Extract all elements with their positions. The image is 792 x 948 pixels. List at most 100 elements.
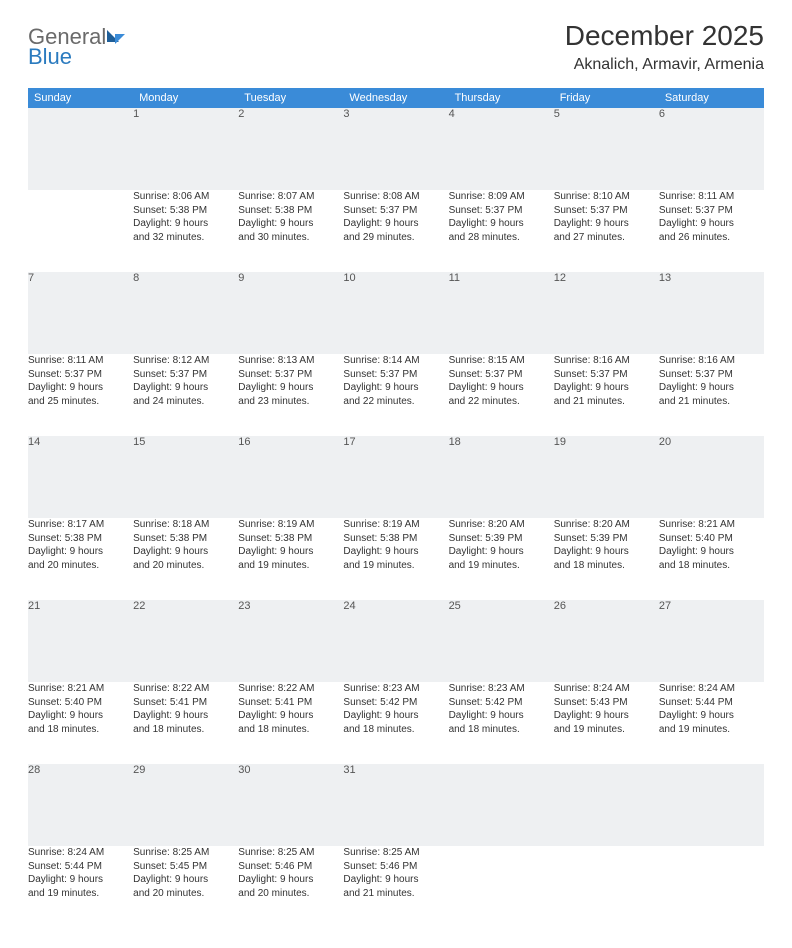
day-header: Thursday bbox=[449, 88, 554, 108]
daylight-1: Daylight: 9 hours bbox=[133, 381, 238, 395]
day-detail-cell: Sunrise: 8:09 AMSunset: 5:37 PMDaylight:… bbox=[449, 190, 554, 272]
sunrise: Sunrise: 8:12 AM bbox=[133, 354, 238, 368]
daylight-1: Daylight: 9 hours bbox=[238, 873, 343, 887]
day-number-cell: 27 bbox=[659, 600, 764, 682]
sunset: Sunset: 5:38 PM bbox=[133, 532, 238, 546]
sunset: Sunset: 5:42 PM bbox=[343, 696, 448, 710]
day-number-cell: 23 bbox=[238, 600, 343, 682]
sunrise: Sunrise: 8:19 AM bbox=[343, 518, 448, 532]
day-number-cell: 19 bbox=[554, 436, 659, 518]
day-detail-cell: Sunrise: 8:24 AMSunset: 5:44 PMDaylight:… bbox=[659, 682, 764, 764]
daylight-2: and 23 minutes. bbox=[238, 395, 343, 409]
sunrise: Sunrise: 8:21 AM bbox=[28, 682, 133, 696]
day-number-cell bbox=[449, 764, 554, 846]
daylight-2: and 25 minutes. bbox=[28, 395, 133, 409]
daynum-row: 123456 bbox=[28, 108, 764, 190]
sunrise: Sunrise: 8:15 AM bbox=[449, 354, 554, 368]
day-number-cell: 12 bbox=[554, 272, 659, 354]
sunset: Sunset: 5:41 PM bbox=[133, 696, 238, 710]
sunset: Sunset: 5:37 PM bbox=[659, 368, 764, 382]
daylight-2: and 20 minutes. bbox=[28, 559, 133, 573]
day-detail-cell: Sunrise: 8:11 AMSunset: 5:37 PMDaylight:… bbox=[659, 190, 764, 272]
day-detail-cell: Sunrise: 8:18 AMSunset: 5:38 PMDaylight:… bbox=[133, 518, 238, 600]
day-number-cell: 2 bbox=[238, 108, 343, 190]
logo-text-2: Blue bbox=[28, 46, 125, 68]
sunset: Sunset: 5:46 PM bbox=[238, 860, 343, 874]
sunset: Sunset: 5:41 PM bbox=[238, 696, 343, 710]
day-number-cell: 25 bbox=[449, 600, 554, 682]
title-block: December 2025 Aknalich, Armavir, Armenia bbox=[565, 20, 764, 74]
daylight-2: and 20 minutes. bbox=[238, 887, 343, 901]
day-number-cell: 11 bbox=[449, 272, 554, 354]
day-number-cell: 29 bbox=[133, 764, 238, 846]
location: Aknalich, Armavir, Armenia bbox=[565, 56, 764, 74]
daylight-2: and 19 minutes. bbox=[449, 559, 554, 573]
daylight-1: Daylight: 9 hours bbox=[238, 545, 343, 559]
day-detail-cell: Sunrise: 8:10 AMSunset: 5:37 PMDaylight:… bbox=[554, 190, 659, 272]
sunset: Sunset: 5:38 PM bbox=[28, 532, 133, 546]
detail-row: Sunrise: 8:21 AMSunset: 5:40 PMDaylight:… bbox=[28, 682, 764, 764]
day-detail-cell: Sunrise: 8:19 AMSunset: 5:38 PMDaylight:… bbox=[238, 518, 343, 600]
daylight-1: Daylight: 9 hours bbox=[28, 873, 133, 887]
daylight-1: Daylight: 9 hours bbox=[238, 217, 343, 231]
daylight-1: Daylight: 9 hours bbox=[659, 381, 764, 395]
day-detail-cell: Sunrise: 8:25 AMSunset: 5:46 PMDaylight:… bbox=[343, 846, 448, 928]
daylight-1: Daylight: 9 hours bbox=[133, 545, 238, 559]
sunrise: Sunrise: 8:23 AM bbox=[449, 682, 554, 696]
daylight-2: and 28 minutes. bbox=[449, 231, 554, 245]
sunset: Sunset: 5:37 PM bbox=[28, 368, 133, 382]
day-number-cell: 6 bbox=[659, 108, 764, 190]
sunset: Sunset: 5:39 PM bbox=[554, 532, 659, 546]
daylight-2: and 19 minutes. bbox=[343, 559, 448, 573]
sunset: Sunset: 5:39 PM bbox=[449, 532, 554, 546]
day-detail-cell: Sunrise: 8:08 AMSunset: 5:37 PMDaylight:… bbox=[343, 190, 448, 272]
daylight-1: Daylight: 9 hours bbox=[28, 709, 133, 723]
day-number-cell: 10 bbox=[343, 272, 448, 354]
day-number-cell: 3 bbox=[343, 108, 448, 190]
day-detail-cell: Sunrise: 8:22 AMSunset: 5:41 PMDaylight:… bbox=[133, 682, 238, 764]
sunrise: Sunrise: 8:22 AM bbox=[133, 682, 238, 696]
sunrise: Sunrise: 8:24 AM bbox=[554, 682, 659, 696]
daylight-2: and 22 minutes. bbox=[449, 395, 554, 409]
day-number-cell: 5 bbox=[554, 108, 659, 190]
day-number-cell: 9 bbox=[238, 272, 343, 354]
day-detail-cell: Sunrise: 8:25 AMSunset: 5:45 PMDaylight:… bbox=[133, 846, 238, 928]
daylight-2: and 29 minutes. bbox=[343, 231, 448, 245]
sunset: Sunset: 5:37 PM bbox=[343, 368, 448, 382]
sunset: Sunset: 5:42 PM bbox=[449, 696, 554, 710]
daylight-2: and 22 minutes. bbox=[343, 395, 448, 409]
day-header: Tuesday bbox=[238, 88, 343, 108]
day-number-cell: 1 bbox=[133, 108, 238, 190]
sunset: Sunset: 5:44 PM bbox=[659, 696, 764, 710]
day-detail-cell: Sunrise: 8:13 AMSunset: 5:37 PMDaylight:… bbox=[238, 354, 343, 436]
daylight-2: and 18 minutes. bbox=[28, 723, 133, 737]
daylight-2: and 18 minutes. bbox=[449, 723, 554, 737]
header: General Blue December 2025 Aknalich, Arm… bbox=[28, 20, 764, 74]
sunrise: Sunrise: 8:24 AM bbox=[28, 846, 133, 860]
day-detail-cell bbox=[28, 190, 133, 272]
daylight-1: Daylight: 9 hours bbox=[343, 217, 448, 231]
sunset: Sunset: 5:38 PM bbox=[238, 204, 343, 218]
sunset: Sunset: 5:38 PM bbox=[133, 204, 238, 218]
day-detail-cell: Sunrise: 8:14 AMSunset: 5:37 PMDaylight:… bbox=[343, 354, 448, 436]
daylight-2: and 20 minutes. bbox=[133, 887, 238, 901]
day-detail-cell bbox=[449, 846, 554, 928]
daylight-1: Daylight: 9 hours bbox=[343, 381, 448, 395]
daylight-1: Daylight: 9 hours bbox=[133, 709, 238, 723]
daylight-2: and 19 minutes. bbox=[28, 887, 133, 901]
daylight-1: Daylight: 9 hours bbox=[343, 709, 448, 723]
sunset: Sunset: 5:37 PM bbox=[238, 368, 343, 382]
day-header: Friday bbox=[554, 88, 659, 108]
logo: General Blue bbox=[28, 20, 125, 68]
day-detail-cell: Sunrise: 8:20 AMSunset: 5:39 PMDaylight:… bbox=[554, 518, 659, 600]
day-detail-cell: Sunrise: 8:23 AMSunset: 5:42 PMDaylight:… bbox=[343, 682, 448, 764]
sunrise: Sunrise: 8:08 AM bbox=[343, 190, 448, 204]
sunrise: Sunrise: 8:14 AM bbox=[343, 354, 448, 368]
daylight-2: and 21 minutes. bbox=[343, 887, 448, 901]
daylight-2: and 19 minutes. bbox=[554, 723, 659, 737]
daylight-1: Daylight: 9 hours bbox=[449, 381, 554, 395]
sunset: Sunset: 5:44 PM bbox=[28, 860, 133, 874]
sunrise: Sunrise: 8:06 AM bbox=[133, 190, 238, 204]
daylight-1: Daylight: 9 hours bbox=[238, 381, 343, 395]
daylight-1: Daylight: 9 hours bbox=[343, 545, 448, 559]
